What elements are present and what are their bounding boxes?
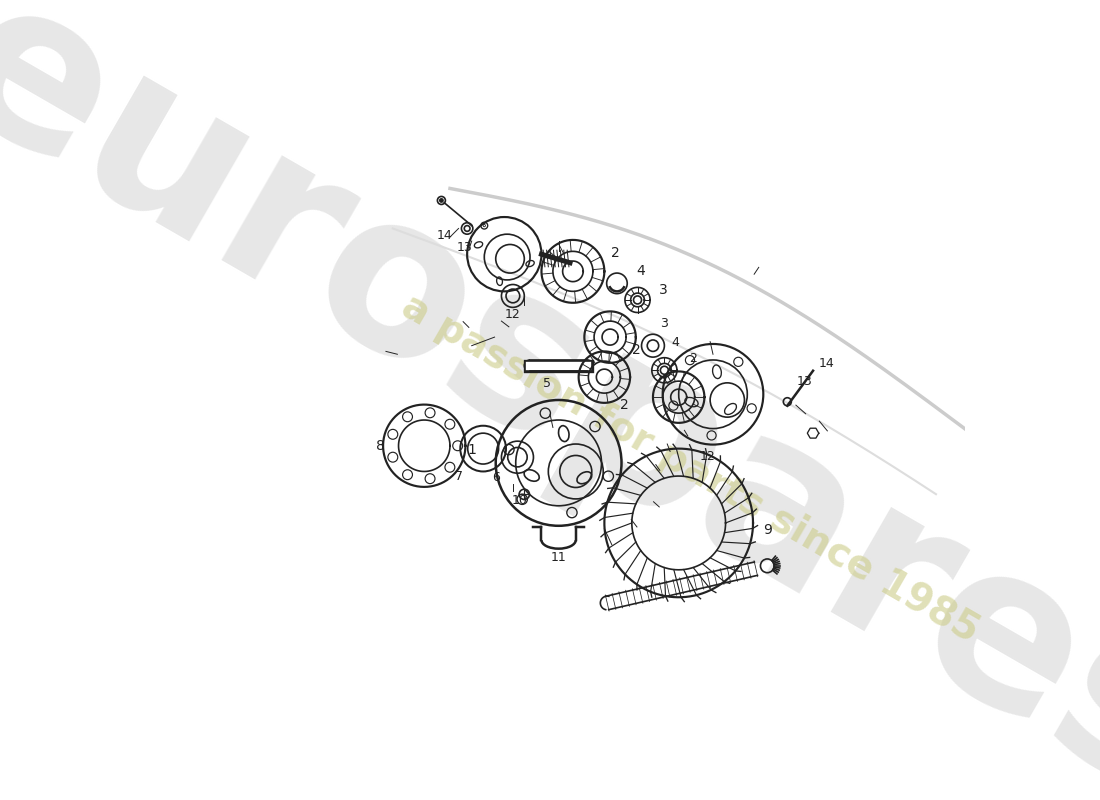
- Text: 9: 9: [763, 523, 772, 538]
- Text: 10: 10: [512, 494, 528, 507]
- Text: 1: 1: [468, 443, 476, 458]
- Text: 8: 8: [376, 439, 385, 454]
- Text: 7: 7: [455, 470, 463, 483]
- Text: 2: 2: [631, 343, 640, 358]
- Text: a passion for parts since 1985: a passion for parts since 1985: [395, 287, 986, 650]
- Text: 5: 5: [543, 378, 551, 390]
- Text: 2: 2: [612, 246, 620, 260]
- Text: 12: 12: [505, 308, 520, 321]
- Text: 11: 11: [551, 551, 566, 564]
- Text: 13: 13: [456, 242, 472, 254]
- Text: 2: 2: [620, 398, 629, 411]
- Text: 12: 12: [700, 450, 715, 463]
- Text: 3: 3: [660, 318, 668, 330]
- Text: 3: 3: [659, 283, 668, 298]
- Text: 2: 2: [689, 352, 697, 365]
- Text: 13: 13: [796, 374, 813, 387]
- Circle shape: [440, 198, 443, 202]
- Text: 14: 14: [437, 229, 452, 242]
- Text: 14: 14: [818, 358, 834, 370]
- Text: 6: 6: [492, 471, 499, 484]
- Text: 4: 4: [637, 264, 646, 278]
- Text: 4: 4: [671, 336, 679, 350]
